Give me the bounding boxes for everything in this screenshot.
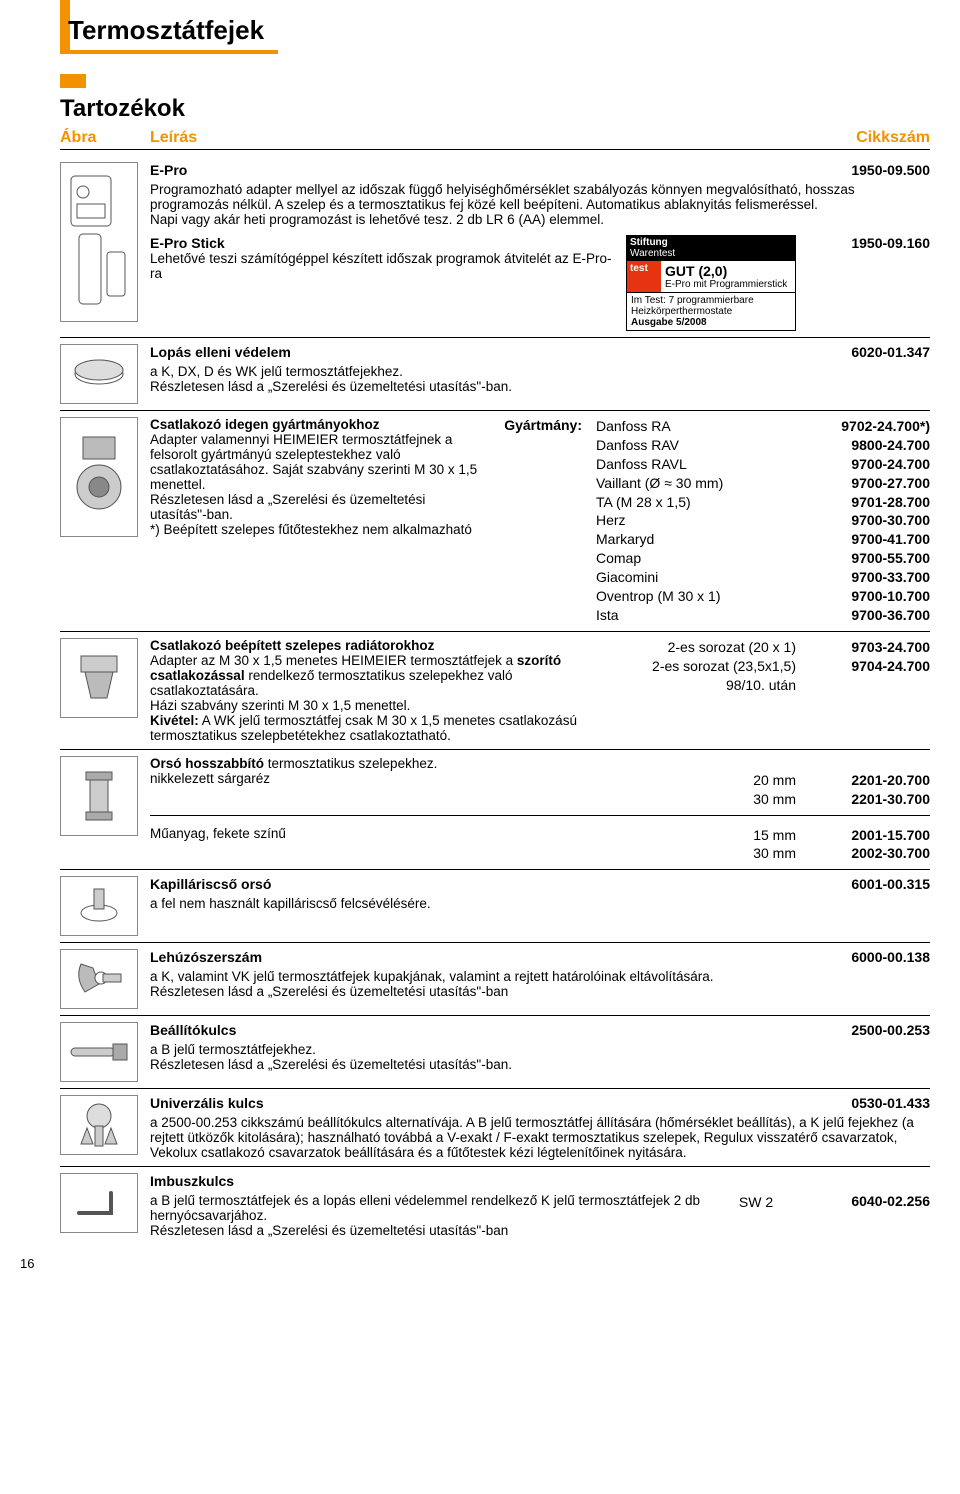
image-beallitokulcs [60, 1022, 138, 1082]
lopas-code: 6020-01.347 [810, 344, 930, 360]
row-imbusz: Imbuszkulcs a B jelű termosztátfejek és … [60, 1167, 930, 1244]
section-marker [60, 74, 86, 88]
univerzalis-code: 0530-01.433 [810, 1095, 930, 1111]
section-title: Tartozékok [60, 95, 930, 123]
row-kapillaris: Kapilláriscső orsó 6001-00.315 a fel nem… [60, 870, 930, 943]
row-epro: E-Pro 1950-09.500 Programozható adapter … [60, 156, 930, 338]
brand-codes: 9702-24.700*)9800-24.7009700-24.7009700-… [810, 417, 930, 625]
head-cikk: Cikkszám [810, 129, 930, 147]
badge-bot2: Ausgabe 5/2008 [631, 317, 791, 328]
beallitokulcs-code: 2500-00.253 [810, 1022, 930, 1038]
epro-stick-code: 1950-09.160 [810, 235, 930, 251]
row-lopas: Lopás elleni védelem 6020-01.347 a K, DX… [60, 338, 930, 411]
sorozat-codes: 9703-24.7009704-24.700 [810, 638, 930, 676]
imbusz-body: a B jelű termosztátfejek és a lopás elle… [150, 1193, 702, 1238]
orso-mid1: 20 mm30 mm [596, 771, 796, 809]
univerzalis-title: Univerzális kulcs [150, 1095, 264, 1111]
test-badge: Stiftung Warentest test GUT (2,0) E-Pro … [626, 235, 796, 331]
epro-stick-body: Lehetővé teszi számítógéppel készített i… [150, 251, 612, 281]
orso-title: Orsó hosszabbító termosztatikus szelepek… [150, 756, 437, 771]
imbusz-mid: SW 2 [716, 1193, 796, 1212]
image-adapter-beepitett [60, 638, 138, 718]
orso-mid2: 15 mm30 mm [596, 826, 796, 864]
badge-l1: Stiftung [630, 237, 792, 248]
univerzalis-body: a 2500-00.253 cikkszámú beállítókulcs al… [150, 1115, 930, 1160]
row-adapter-beepitett: Csatlakozó beépített szelepes radiátorok… [60, 632, 930, 750]
lopas-title: Lopás elleni védelem [150, 344, 291, 360]
beallitokulcs-title: Beállítókulcs [150, 1022, 236, 1038]
epro-code: 1950-09.500 [810, 162, 930, 178]
adapter-beepitett-body: Csatlakozó beépített szelepes radiátorok… [150, 638, 582, 743]
image-univerzalis [60, 1095, 138, 1155]
image-orso [60, 756, 138, 836]
epro-body: Programozható adapter mellyel az időszak… [150, 182, 930, 227]
image-epro [60, 162, 138, 322]
image-adapter-idegen [60, 417, 138, 537]
imbusz-title: Imbuszkulcs [150, 1173, 234, 1189]
row-beallitokulcs: Beállítókulcs 2500-00.253 a B jelű termo… [60, 1016, 930, 1089]
row-orso: Orsó hosszabbító termosztatikus szelepek… [60, 750, 930, 871]
badge-gut: GUT (2,0) [665, 263, 791, 279]
page-title: Termosztátfejek [68, 7, 278, 54]
image-kapillaris [60, 876, 138, 936]
lehuzo-title: Lehúzószerszám [150, 949, 262, 965]
badge-bot1: Im Test: 7 programmierbare Heizkörperthe… [631, 295, 791, 317]
lehuzo-body: a K, valamint VK jelű termosztátfejek ku… [150, 969, 930, 1009]
image-imbusz [60, 1173, 138, 1233]
image-lehuzo [60, 949, 138, 1009]
kapillaris-body: a fel nem használt kapilláriscső felcsév… [150, 896, 930, 936]
imbusz-code: 6040-02.256 [810, 1193, 930, 1209]
orso-l2: Műanyag, fekete színű [150, 826, 582, 841]
row-lehuzo: Lehúzószerszám 6000-00.138 a K, valamint… [60, 943, 930, 1016]
head-abra: Ábra [60, 129, 150, 147]
epro-title: E-Pro [150, 162, 187, 178]
lehuzo-code: 6000-00.138 [810, 949, 930, 965]
lopas-body: a K, DX, D és WK jelű termosztátfejekhez… [150, 364, 930, 404]
epro-stick-title: E-Pro Stick [150, 235, 225, 251]
adapter-idegen-body: Csatlakozó idegen gyártmányokhoz Adapter… [150, 417, 478, 537]
image-lopas [60, 344, 138, 404]
row-univerzalis: Univerzális kulcs 0530-01.433 a 2500-00.… [60, 1089, 930, 1167]
badge-sub: E-Pro mit Programmierstick [665, 279, 791, 290]
badge-test: test [627, 261, 661, 292]
orso-l1: nikkelezett sárgaréz [150, 771, 582, 786]
kapillaris-title: Kapilláriscső orsó [150, 876, 271, 892]
row-adapter-idegen: Csatlakozó idegen gyártmányokhoz Adapter… [60, 411, 930, 632]
page-number: 16 [20, 1256, 930, 1271]
beallitokulcs-body: a B jelű termosztátfejekhez. Részletesen… [150, 1042, 930, 1082]
page-header: Termosztátfejek [60, 0, 930, 54]
kapillaris-code: 6001-00.315 [810, 876, 930, 892]
orso-codes2: 2001-15.7002002-30.700 [810, 826, 930, 864]
brand-list: Danfoss RADanfoss RAVDanfoss RAVLVaillan… [596, 417, 796, 625]
sorozat-list: 2-es sorozat (20 x 1)2-es sorozat (23,5x… [596, 638, 796, 695]
table-head: Ábra Leírás Cikkszám [60, 129, 930, 150]
badge-l2: Warentest [630, 248, 792, 259]
head-leiras: Leírás [150, 129, 810, 147]
orso-codes1: 2201-20.7002201-30.700 [810, 771, 930, 809]
gyartmany-label: Gyártmány: [492, 417, 582, 433]
